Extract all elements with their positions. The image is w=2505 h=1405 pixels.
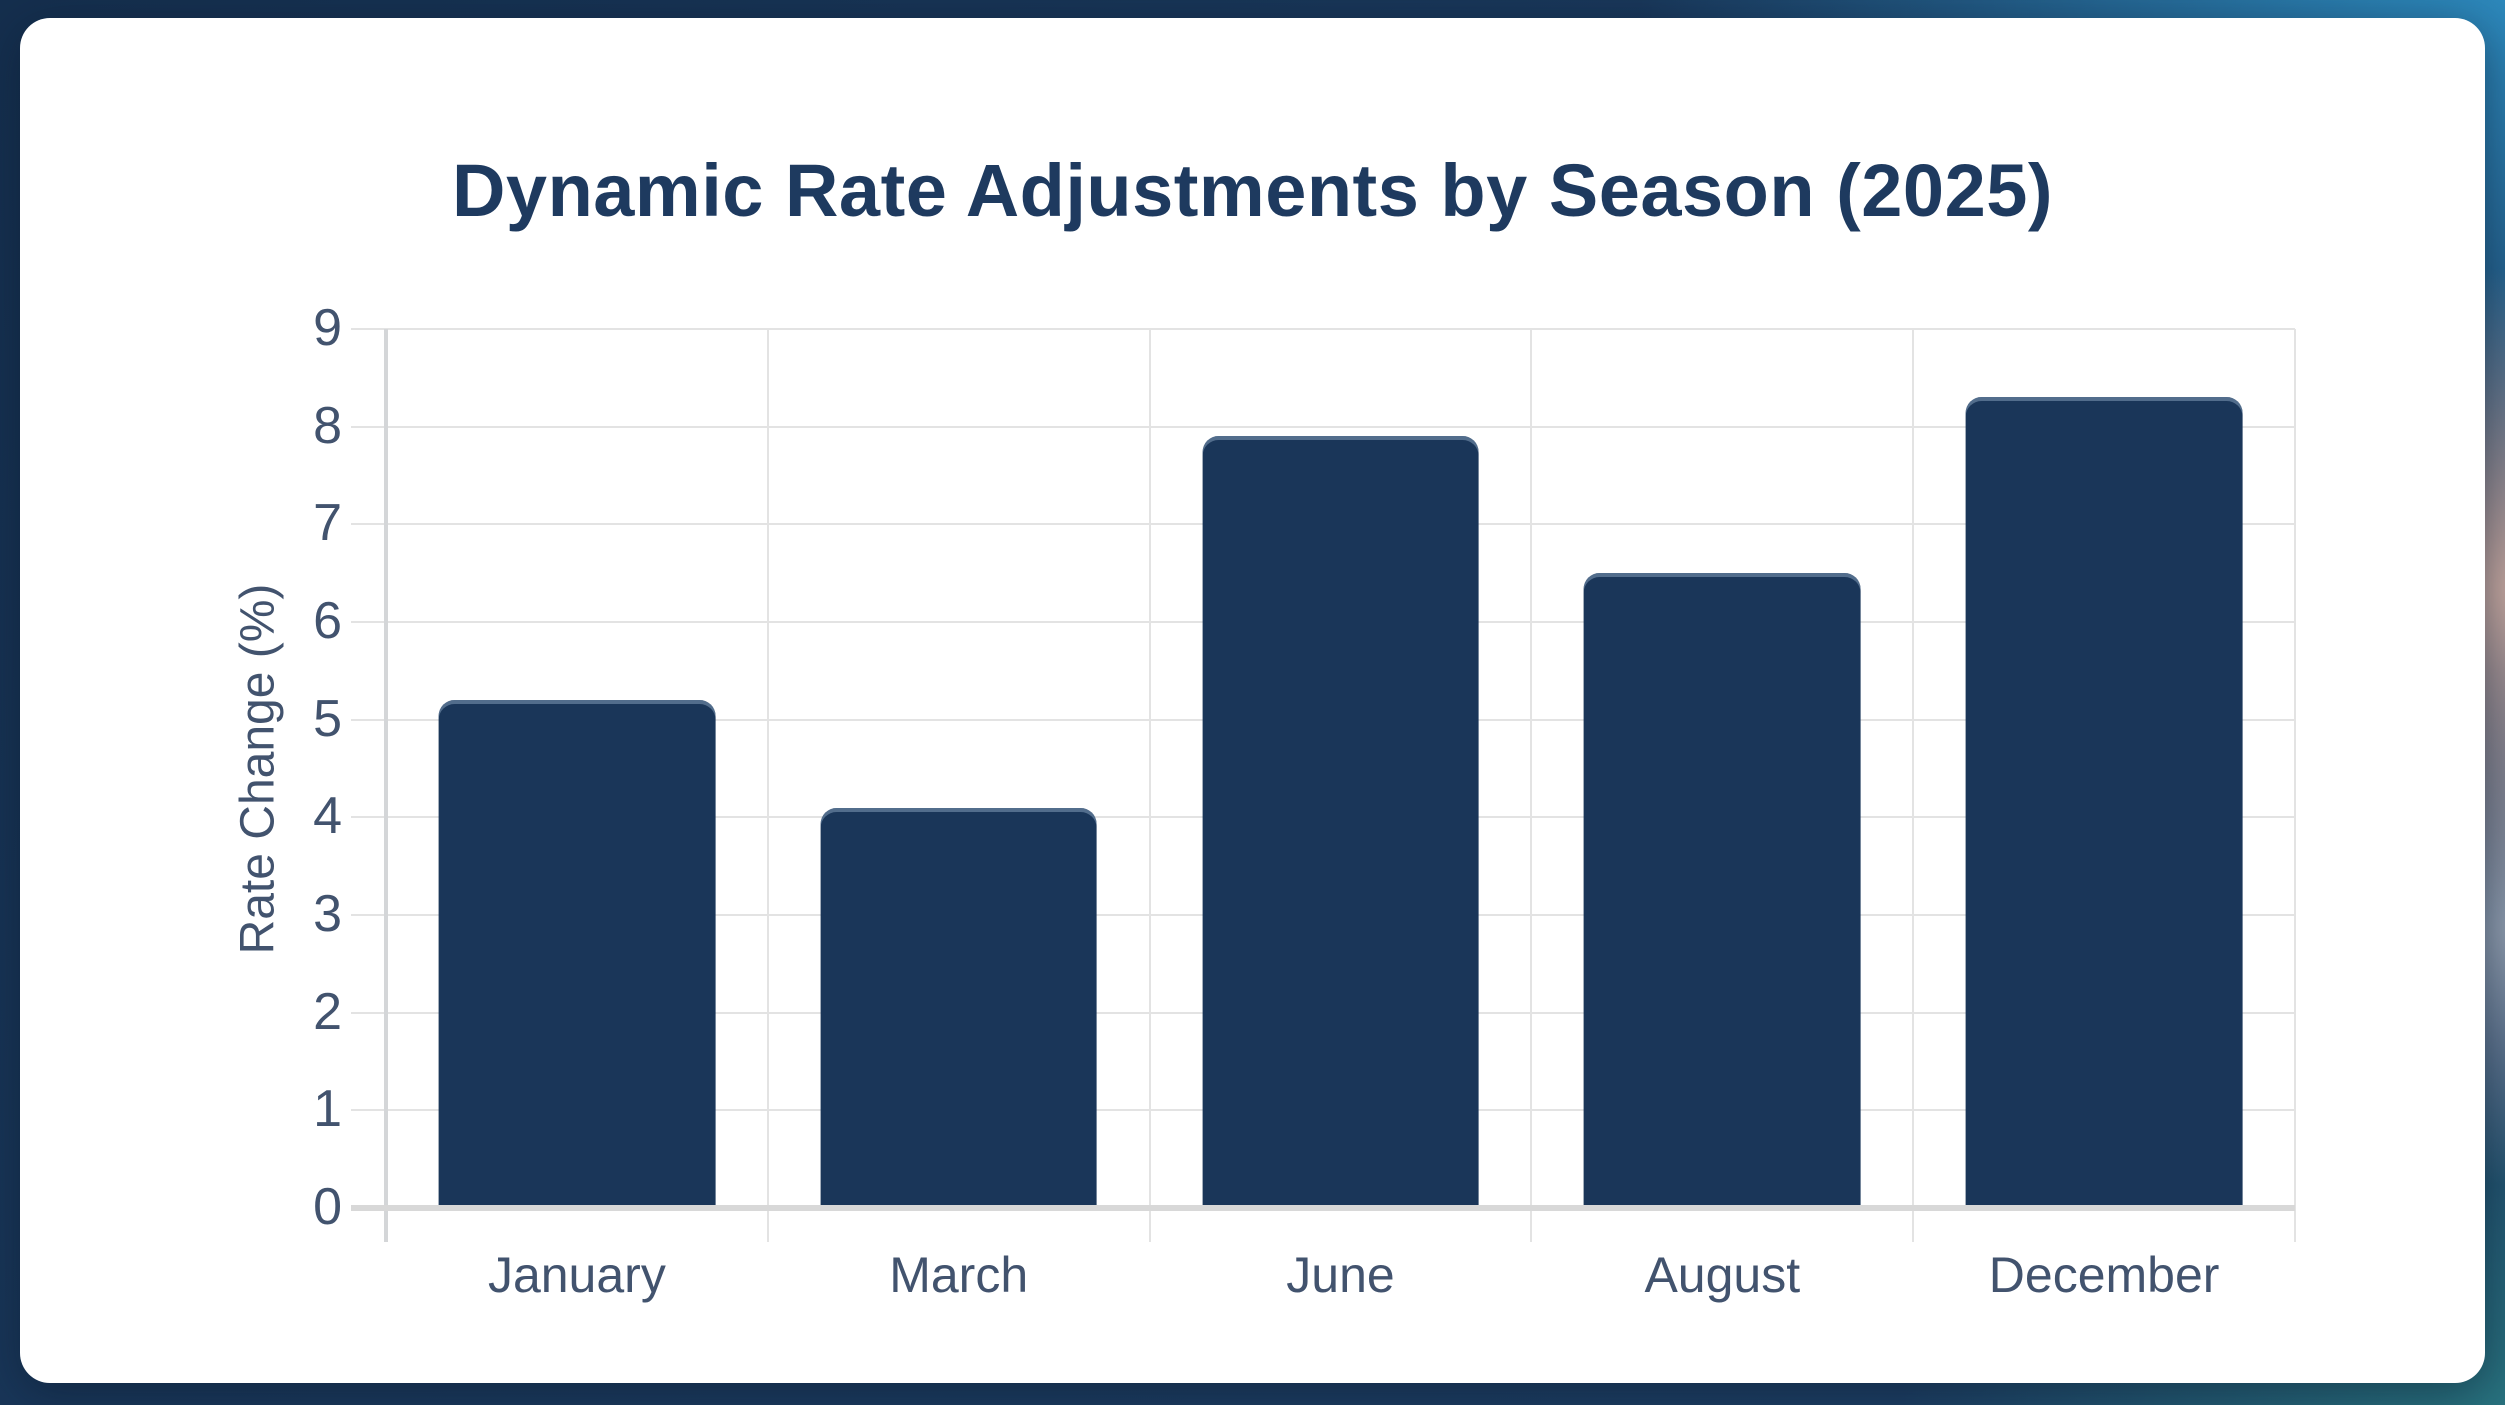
y-tick-label-6: 6 [313,591,342,650]
gridline-x-4 [1912,329,1915,1242]
y-tick-label-7: 7 [313,494,342,553]
x-label-january: January [487,1247,666,1303]
x-label-december: December [1988,1247,2220,1303]
y-tick-label-3: 3 [313,884,342,943]
gridline-y-8 [351,425,2295,428]
y-tick-label-1: 1 [313,1080,342,1139]
bar-march[interactable] [820,807,1098,1208]
gridline-x-5 [2294,329,2296,1242]
gridline-x-2 [1148,329,1151,1242]
chart-title: Dynamic Rate Adjustments by Season (2025… [451,149,2054,232]
bar-january[interactable] [438,700,716,1208]
x-label-june: June [1286,1247,1395,1303]
gridline-x-1 [766,329,769,1242]
chart-card: Dynamic Rate Adjustments by Season (2025… [20,18,2485,1383]
y-tick-label-0: 0 [313,1177,342,1236]
bar-june[interactable] [1202,436,1479,1208]
y-axis-title: Rate Change (%) [231,583,285,954]
y-tick-label-2: 2 [313,982,342,1041]
gridline-x-3 [1530,329,1533,1242]
bar-august[interactable] [1583,573,1861,1208]
gridline-x-0 [384,329,388,1242]
gridline-y-9 [351,328,2295,330]
y-tick-label-5: 5 [313,689,342,748]
y-tick-label-4: 4 [313,787,342,846]
bar-december[interactable] [1965,397,2243,1208]
x-label-march: March [889,1247,1029,1303]
x-label-august: August [1644,1247,1801,1303]
gridline-y-0 [351,1205,2295,1211]
y-tick-label-8: 8 [313,396,342,455]
y-tick-label-9: 9 [313,298,342,357]
